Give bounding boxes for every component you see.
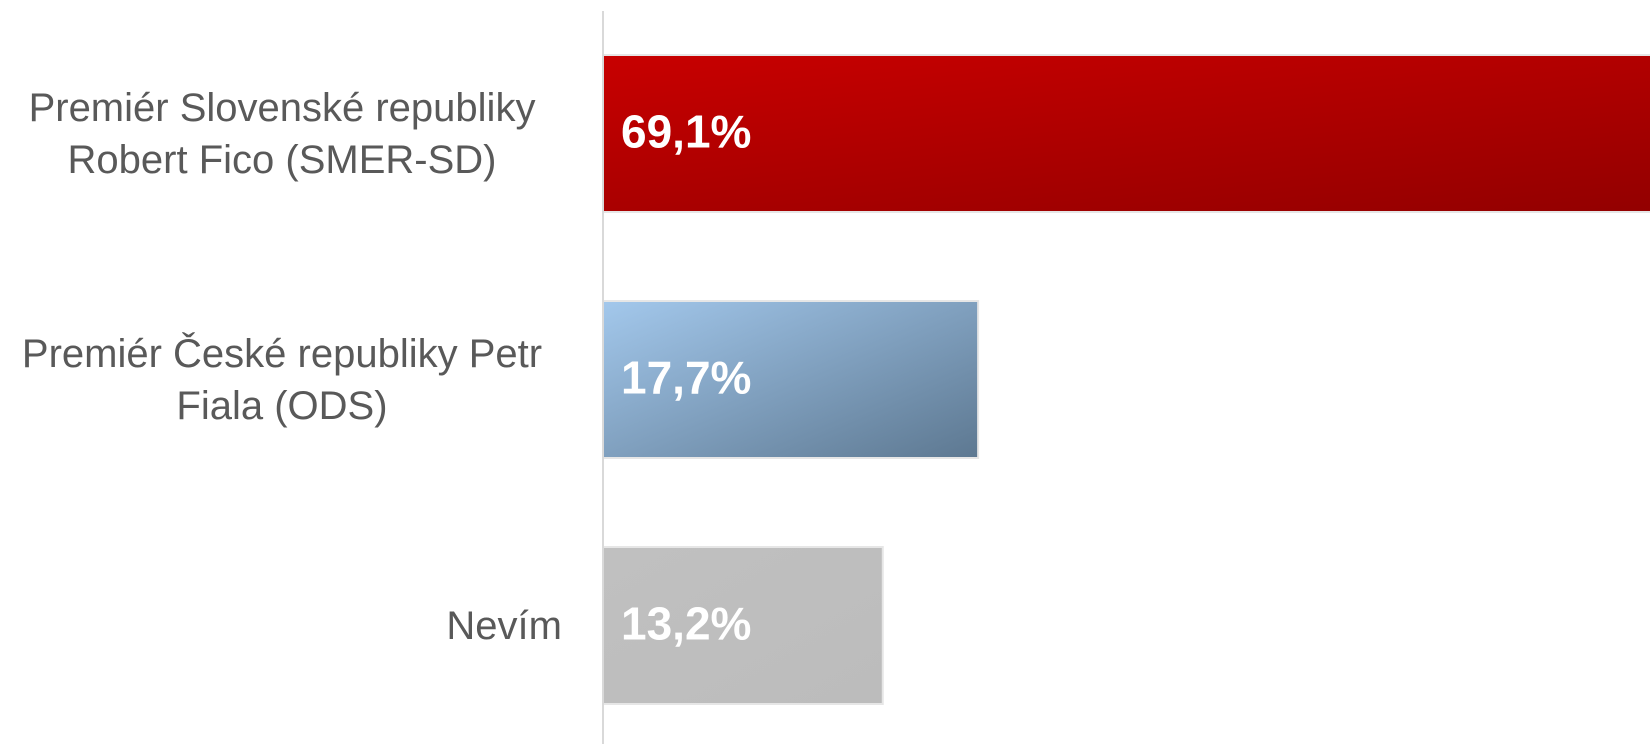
category-label: Premiér České republiky Petr Fiala (ODS) bbox=[21, 331, 543, 428]
value-label: 13,2% bbox=[621, 598, 751, 650]
value-label: 69,1% bbox=[621, 106, 751, 158]
category-label: Nevím bbox=[446, 603, 562, 648]
category-label: Premiér Slovenské republiky Robert Fico … bbox=[28, 85, 536, 182]
bar bbox=[602, 54, 1650, 213]
value-label: 17,7% bbox=[621, 352, 751, 404]
